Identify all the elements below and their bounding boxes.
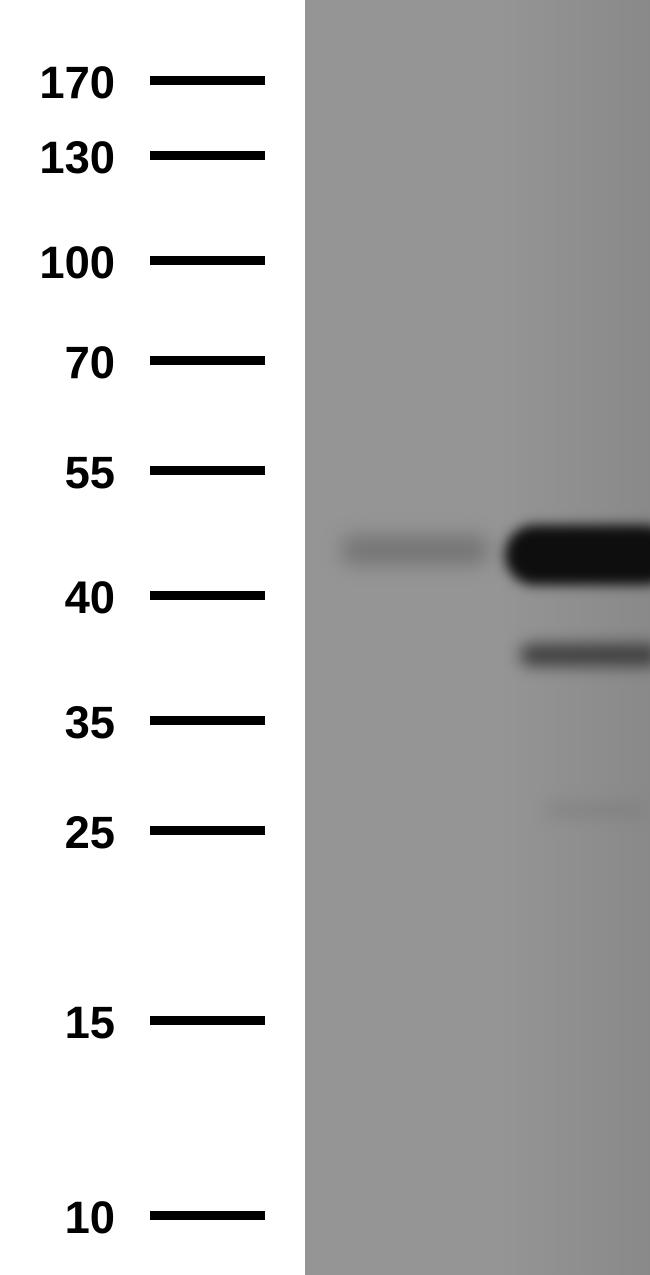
mw-label: 35 — [65, 697, 115, 749]
secondary-band-right — [520, 644, 650, 666]
mw-tick — [150, 1211, 265, 1220]
mw-label: 25 — [65, 807, 115, 859]
mw-tick — [150, 151, 265, 160]
main-band-left — [340, 535, 490, 565]
mw-label: 15 — [65, 997, 115, 1049]
mw-tick — [150, 716, 265, 725]
mw-tick — [150, 826, 265, 835]
mw-tick — [150, 1016, 265, 1025]
faint-band-right — [545, 803, 645, 817]
mw-tick — [150, 356, 265, 365]
mw-label: 70 — [65, 337, 115, 389]
mw-tick — [150, 256, 265, 265]
mw-tick — [150, 76, 265, 85]
mw-label: 10 — [65, 1192, 115, 1244]
mw-tick — [150, 591, 265, 600]
mw-label: 170 — [39, 57, 115, 109]
mw-label: 130 — [39, 132, 115, 184]
western-blot-figure: 170 130 100 70 55 40 35 25 15 10 — [0, 0, 650, 1275]
mw-label: 55 — [65, 447, 115, 499]
mw-tick — [150, 466, 265, 475]
blot-membrane — [305, 0, 650, 1275]
mw-label: 40 — [65, 572, 115, 624]
main-band-right — [505, 525, 650, 585]
mw-label: 100 — [39, 237, 115, 289]
